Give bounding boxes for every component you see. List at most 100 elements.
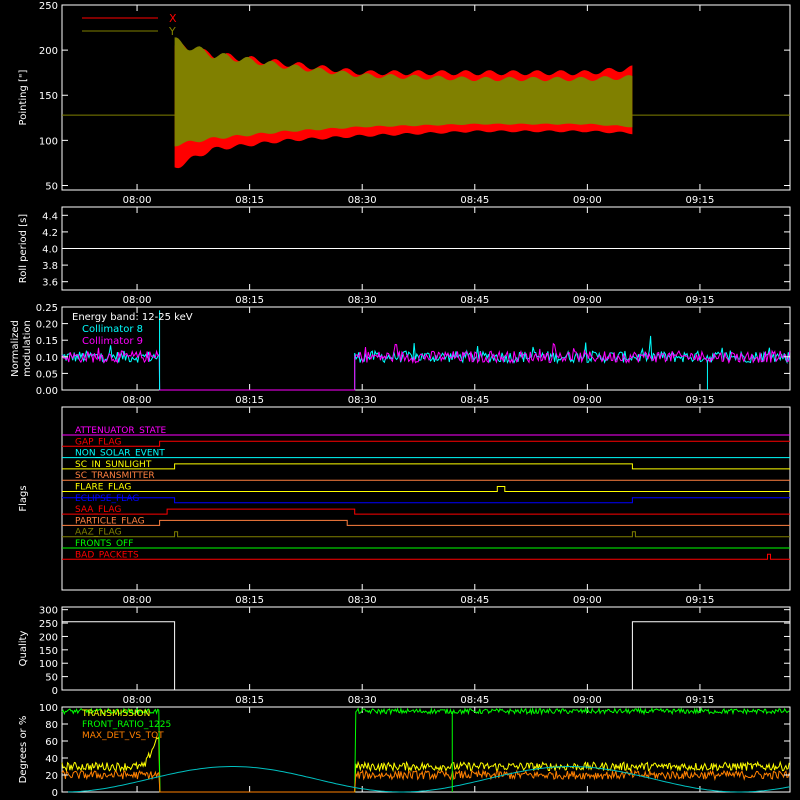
legend-label-y: Y: [168, 25, 176, 38]
y-tick-label: 3.8: [42, 261, 58, 272]
flag-line-gap-flag: [62, 440, 790, 447]
x-tick-label: 09:00: [573, 195, 602, 206]
x-tick-label: 08:30: [348, 195, 377, 206]
x-tick-label: 08:45: [460, 295, 489, 306]
x-tick-label: 08:15: [235, 295, 264, 306]
y-tick-label: 20: [45, 771, 58, 782]
panel-frame-0: [61, 4, 791, 191]
x-tick-label: 09:00: [573, 595, 602, 606]
x-tick-label: 09:00: [573, 695, 602, 706]
legend-label-x: X: [169, 12, 177, 25]
x-tick-label: 08:45: [460, 695, 489, 706]
y-tick-label: 3.6: [42, 278, 58, 289]
x-tick-label: 08:30: [348, 595, 377, 606]
y-tick-label: 80: [45, 720, 58, 731]
flag-label: SAA_FLAG: [75, 505, 121, 515]
x-tick-label: 08:00: [123, 195, 152, 206]
y-tick-label: 50: [45, 181, 58, 192]
flag-label: BAD_PACKETS: [75, 550, 139, 560]
y-tick-label: 200: [39, 632, 58, 643]
energy-band-annotation: Energy band: 12-25 keV: [72, 312, 193, 323]
quality-line: [62, 621, 790, 691]
panel-frame-3: [61, 406, 791, 591]
flag-label: FLARE_FLAG: [75, 483, 131, 493]
x-tick-label: 08:00: [123, 295, 152, 306]
y-tick-label: 250: [39, 1, 58, 12]
y-tick-label: 0.15: [36, 336, 58, 347]
flag-line-sc-in-sunlight: [62, 463, 790, 470]
y-axis-label: Pointing ["]: [18, 69, 29, 125]
y-tick-label: 0.00: [36, 386, 58, 397]
flag-label: AAZ_FLAG: [75, 528, 122, 538]
y-axis-label: Flags: [18, 485, 29, 511]
y-axis-label: Roll period [s]: [18, 214, 29, 283]
x-tick-label: 09:00: [573, 395, 602, 406]
legend-label-max-det-vs-tot: MAX_DET_VS_TOT: [82, 731, 164, 741]
pointing-series-y: [174, 37, 633, 147]
x-tick-label: 08:30: [348, 395, 377, 406]
y-tick-label: 50: [45, 673, 58, 684]
x-tick-label: 09:00: [573, 295, 602, 306]
x-tick-label: 09:15: [686, 595, 715, 606]
degrees-series-3: [62, 766, 791, 793]
flag-label: NON_SOLAR_EVENT: [75, 449, 165, 459]
degrees-series-2: [61, 768, 790, 793]
flag-line-bad-packets: [62, 553, 790, 560]
y-tick-label: 0: [52, 686, 58, 697]
y-tick-label: 0.25: [36, 303, 58, 314]
flag-label: SC_IN_SUNLIGHT: [75, 460, 152, 470]
modulation-series-0: [61, 335, 791, 391]
x-tick-label: 09:15: [686, 295, 715, 306]
flag-label: FRONTS_OFF: [75, 539, 133, 549]
y-tick-label: 250: [39, 619, 58, 630]
y-tick-label: 40: [45, 754, 58, 765]
x-tick-label: 08:00: [123, 695, 152, 706]
y-axis-label: Normalized: [10, 320, 21, 377]
x-tick-label: 08:30: [348, 695, 377, 706]
y-tick-label: 100: [39, 659, 58, 670]
y-axis-label: Quality: [18, 631, 29, 667]
y-tick-label: 200: [39, 46, 58, 57]
flag-label: ECLIPSE_FLAG: [75, 494, 139, 504]
y-axis-label: Degrees or %: [18, 716, 29, 784]
y-tick-label: 300: [39, 606, 58, 617]
y-tick-label: 100: [39, 703, 58, 714]
flag-line-flare-flag: [62, 486, 790, 492]
degrees-series-0: [61, 736, 790, 793]
flag-line-saa-flag: [62, 508, 790, 515]
flag-label: GAP_FLAG: [75, 437, 121, 447]
y-tick-label: 0.10: [36, 353, 58, 364]
flag-line-aaz-flag: [62, 531, 790, 538]
y-tick-label: 4.4: [42, 211, 58, 222]
x-tick-label: 09:15: [686, 195, 715, 206]
x-tick-label: 08:45: [460, 195, 489, 206]
x-tick-label: 08:45: [460, 595, 489, 606]
y-tick-label: 4.2: [42, 228, 58, 239]
modulation-series-1: [61, 342, 791, 391]
x-tick-label: 08:15: [235, 695, 264, 706]
y-tick-label: 100: [39, 136, 58, 147]
x-tick-label: 09:15: [686, 395, 715, 406]
panel-frame-5: [61, 706, 791, 793]
x-tick-label: 08:00: [123, 595, 152, 606]
flag-line-particle-flag: [62, 519, 790, 526]
x-tick-label: 08:30: [348, 295, 377, 306]
y-tick-label: 0.20: [36, 320, 58, 331]
flag-label: SC_TRANSMITTER: [75, 471, 155, 481]
x-tick-label: 08:45: [460, 395, 489, 406]
flag-label: PARTICLE_FLAG: [75, 516, 145, 526]
y-tick-label: 4.0: [42, 245, 58, 256]
legend-label-collimator: Collimator 8: [82, 324, 143, 335]
x-tick-label: 09:15: [686, 695, 715, 706]
flag-line-eclipse-flag: [62, 497, 790, 504]
y-tick-label: 60: [45, 737, 58, 748]
y-axis-label-line2: modulation: [22, 320, 33, 377]
y-tick-label: 150: [39, 91, 58, 102]
x-tick-label: 08:00: [123, 395, 152, 406]
x-tick-label: 08:15: [235, 395, 264, 406]
y-tick-label: 0.05: [36, 369, 58, 380]
y-tick-label: 150: [39, 646, 58, 657]
x-tick-label: 08:15: [235, 195, 264, 206]
legend-label-front-ratio-1225: FRONT_RATIO_1225: [82, 720, 171, 730]
